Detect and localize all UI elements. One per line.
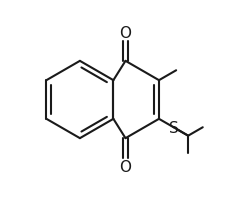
Text: O: O — [119, 159, 131, 174]
Text: S: S — [168, 120, 178, 135]
Text: O: O — [119, 26, 131, 41]
